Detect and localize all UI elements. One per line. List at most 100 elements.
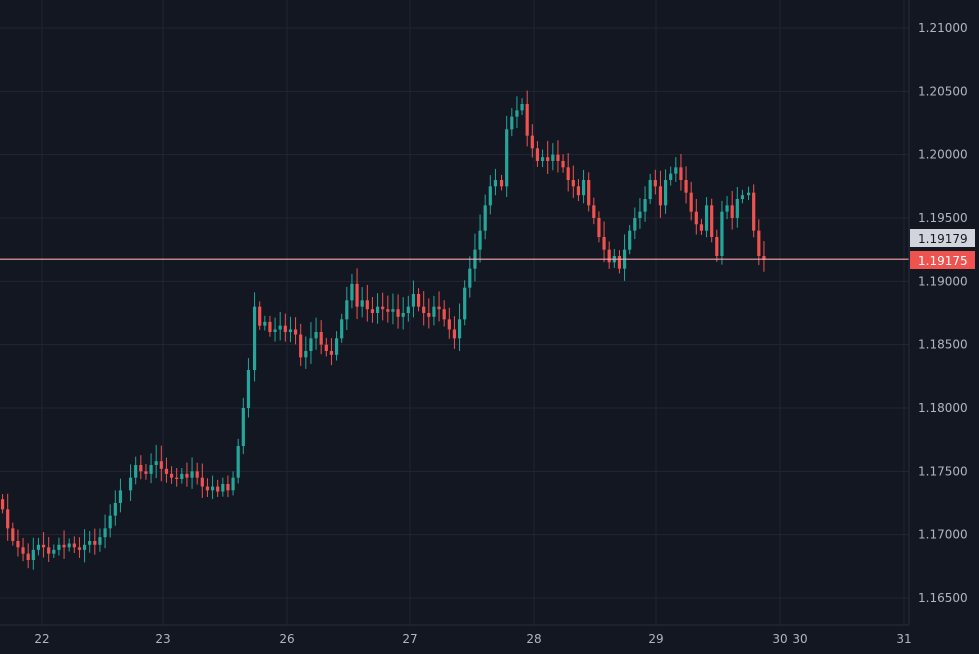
candle-body xyxy=(735,199,739,218)
candle-body xyxy=(175,477,179,479)
candle-body xyxy=(93,541,97,545)
candle-body xyxy=(52,549,56,554)
candle-body xyxy=(144,471,148,474)
candle-body xyxy=(587,180,591,206)
candle-body xyxy=(149,465,153,474)
candle-body xyxy=(617,256,622,269)
candle-body xyxy=(488,186,492,206)
candle-body xyxy=(648,180,652,199)
candle-body xyxy=(26,553,30,560)
candle-body xyxy=(185,473,189,478)
price-axis[interactable]: 1.21000 1.20500 1.20000 1.19500 1.19000 1.185… xyxy=(918,21,968,605)
y-tick-label: 1.20000 xyxy=(918,148,968,162)
candle-body xyxy=(268,321,272,332)
candle-body xyxy=(134,465,138,478)
candle-body xyxy=(11,528,15,541)
candle-body xyxy=(169,473,174,478)
candle-body xyxy=(190,471,194,478)
candle-body xyxy=(210,486,215,491)
candle-body xyxy=(41,544,46,548)
candle-body xyxy=(551,154,555,161)
candle-body xyxy=(699,224,704,231)
candle-body xyxy=(88,541,92,545)
candle-body xyxy=(205,486,210,491)
candle-body xyxy=(674,167,678,174)
candle-body xyxy=(757,230,761,256)
candle-body xyxy=(720,211,724,256)
candle-body xyxy=(463,287,467,320)
candle-body xyxy=(442,309,446,320)
candle-body xyxy=(416,294,421,307)
candle-body xyxy=(561,161,565,168)
candle-body xyxy=(432,306,436,317)
last-price-label: 1.19175 xyxy=(918,254,968,268)
candle-body xyxy=(740,195,745,199)
candle-body xyxy=(499,180,504,187)
candle-body xyxy=(304,351,308,358)
candle-body xyxy=(689,192,693,212)
axes xyxy=(0,0,910,626)
candles xyxy=(0,90,766,570)
candle-body xyxy=(159,461,163,469)
time-axis[interactable]: 22 23 26 27 28 29 30 30 31 xyxy=(34,632,911,646)
candle-body xyxy=(288,329,293,332)
candle-body xyxy=(360,300,364,307)
candle-body xyxy=(505,129,509,187)
candle-body xyxy=(154,461,158,465)
candle-body xyxy=(350,283,354,301)
candle-body xyxy=(72,543,76,548)
candle-body xyxy=(355,283,359,307)
candle-body xyxy=(730,205,734,218)
candle-body xyxy=(381,306,385,310)
candle-body xyxy=(365,300,369,310)
x-tick-label: 23 xyxy=(155,632,170,646)
candle-body xyxy=(108,515,112,529)
candle-body xyxy=(478,230,482,250)
candle-body xyxy=(278,325,282,330)
x-tick-label: 30 xyxy=(792,632,807,646)
candle-body xyxy=(57,544,61,550)
candle-body xyxy=(396,309,400,317)
candle-body xyxy=(602,237,606,250)
previous-price-label: 1.19179 xyxy=(918,232,968,246)
candle-body xyxy=(457,319,462,339)
candle-body xyxy=(684,180,688,193)
x-tick-label: 27 xyxy=(402,632,417,646)
candle-body xyxy=(77,547,82,550)
candle-body xyxy=(510,116,514,130)
candle-body xyxy=(319,332,323,345)
candle-body xyxy=(628,230,632,250)
candle-body xyxy=(252,306,257,370)
candle-body xyxy=(375,306,380,313)
candle-body xyxy=(669,173,673,180)
candle-body xyxy=(447,319,451,330)
candle-body xyxy=(746,192,751,196)
candle-body xyxy=(520,104,524,111)
x-tick-label: 28 xyxy=(526,632,541,646)
candle-body xyxy=(515,110,519,117)
candle-body xyxy=(263,321,267,326)
candle-body xyxy=(334,338,339,355)
candle-body xyxy=(6,509,10,529)
candle-body xyxy=(607,249,611,263)
candle-body xyxy=(725,205,729,212)
candle-body xyxy=(370,309,375,313)
candle-body xyxy=(324,344,328,351)
candle-body xyxy=(710,205,714,237)
candle-body xyxy=(180,473,184,479)
candle-body xyxy=(643,199,647,212)
candle-body xyxy=(113,503,117,516)
candle-body xyxy=(314,332,318,339)
candle-body xyxy=(576,186,581,196)
candle-body xyxy=(241,408,245,446)
y-tick-label: 1.18000 xyxy=(918,401,968,415)
candle-body xyxy=(679,167,683,180)
candle-body xyxy=(128,477,133,491)
y-tick-label: 1.19000 xyxy=(918,274,968,288)
candle-body xyxy=(427,313,431,317)
candle-body xyxy=(422,306,426,313)
candle-body xyxy=(62,544,66,548)
candle-body xyxy=(571,180,575,187)
